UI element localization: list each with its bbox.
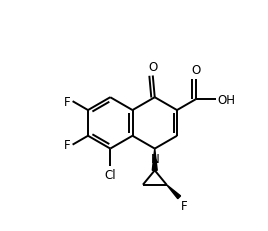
Text: N: N (151, 152, 160, 165)
Text: O: O (148, 60, 157, 73)
Text: F: F (64, 95, 71, 108)
Text: Cl: Cl (105, 169, 116, 182)
Polygon shape (152, 149, 157, 170)
Text: OH: OH (218, 93, 236, 106)
Text: F: F (181, 199, 188, 212)
Text: F: F (64, 139, 71, 152)
Polygon shape (167, 185, 181, 199)
Text: O: O (191, 64, 200, 77)
